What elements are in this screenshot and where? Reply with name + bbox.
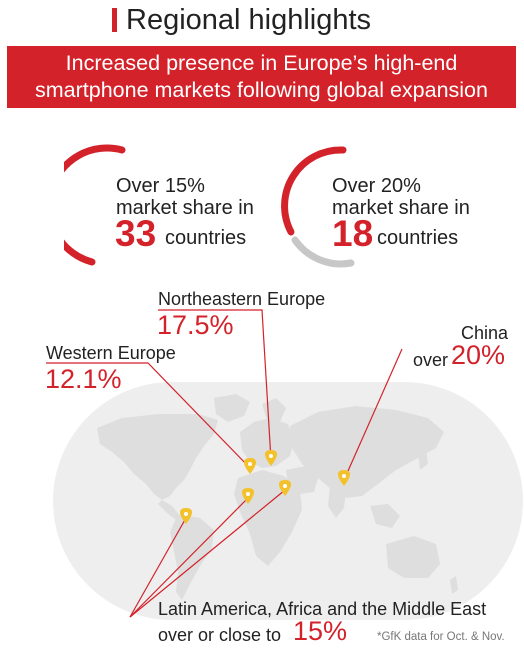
stat-1-count: 33 (115, 213, 157, 254)
leader-line-western-europe (46, 362, 251, 469)
leader-line-northeastern-europe (158, 309, 272, 461)
region-western-europe-value: 12.1% (45, 364, 122, 394)
region-china-name: China (461, 323, 509, 343)
headline-line-2: smartphone markets following global expa… (35, 78, 488, 102)
stat-2-ring-icon (281, 146, 355, 268)
stat-2-line-1: Over 20% (332, 175, 421, 197)
page-title: Regional highlights (126, 4, 372, 36)
leader-line-middle-east (129, 489, 286, 618)
region-china-prefix: over (413, 350, 449, 370)
stat-2-suffix: countries (377, 227, 459, 249)
region-china-value: 20% (451, 340, 506, 370)
stat-1-suffix: countries (165, 227, 247, 249)
region-latam-name: Latin America, Africa and the Middle Eas… (158, 599, 487, 619)
headline-banner: Increased presence in Europe’s high-end … (7, 46, 516, 108)
leader-line-africa (129, 497, 249, 618)
region-northeastern-europe-name: Northeastern Europe (158, 289, 326, 309)
footnote: *GfK data for Oct. & Nov. (377, 631, 505, 643)
region-latam-value: 15% (293, 616, 348, 646)
region-western-europe-name: Western Europe (46, 343, 176, 363)
title-accent-bar (112, 8, 117, 32)
leader-line-china (343, 348, 403, 481)
region-latam-prefix: over or close to (158, 625, 282, 645)
stat-1-line-2: market share in (116, 197, 254, 219)
headline-line-1: Increased presence in Europe’s high-end (65, 51, 458, 75)
leader-line-latam (129, 517, 187, 618)
leader-lines (46, 309, 403, 618)
stat-1-ring-icon (64, 144, 126, 266)
stat-1-line-1: Over 15% (116, 175, 205, 197)
stat-2-line-2: market share in (332, 197, 470, 219)
region-northeastern-europe-value: 17.5% (157, 310, 234, 340)
stat-2-count: 18 (332, 213, 374, 254)
map-landmasses (97, 394, 458, 600)
